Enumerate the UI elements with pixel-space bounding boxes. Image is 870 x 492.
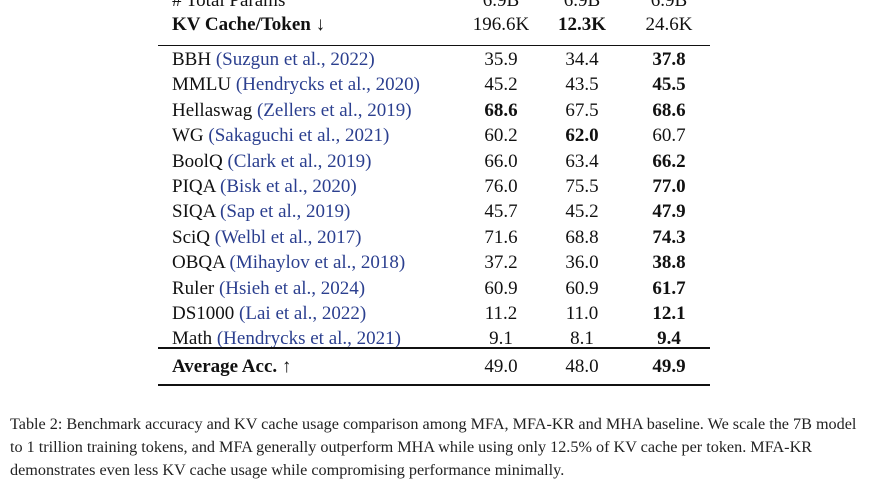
value-cell: 62.0 xyxy=(565,125,599,147)
value-cell: 60.9 xyxy=(565,277,599,299)
value-cell: 68.8 xyxy=(565,226,599,248)
table-row: Ruler (Hsieh et al., 2024) 60.9 60.9 61.7 xyxy=(158,278,710,303)
row-label: BoolQ (Clark et al., 2019) xyxy=(172,150,372,172)
table-caption: Table 2: Benchmark accuracy and KV cache… xyxy=(10,415,857,479)
table-row: BoolQ (Clark et al., 2019) 66.0 63.4 66.2 xyxy=(158,151,710,176)
value-cell: 48.0 xyxy=(565,356,599,377)
table-row: WG (Sakaguchi et al., 2021) 60.2 62.0 60.7 xyxy=(158,125,710,150)
value-cell: 12.3K xyxy=(557,14,607,35)
value-cell: 6.9B xyxy=(563,0,601,11)
citation: (Sakaguchi et al., 2021) xyxy=(208,125,390,147)
row-label: Math (Hendrycks et al., 2021) xyxy=(172,328,401,350)
value-cell: 12.1 xyxy=(652,303,686,324)
value-cell: 68.6 xyxy=(652,99,686,121)
citation: (Zellers et al., 2019) xyxy=(256,99,412,121)
average-divider xyxy=(158,347,710,349)
table-row: SIQA (Sap et al., 2019) 45.7 45.2 47.9 xyxy=(158,201,710,226)
value-cell: 63.4 xyxy=(565,150,599,172)
value-cell: 61.7 xyxy=(652,277,686,299)
table-row: PIQA (Bisk et al., 2020) 76.0 75.5 77.0 xyxy=(158,176,710,201)
value-cell: 45.2 xyxy=(484,74,518,96)
value-cell: 36.0 xyxy=(565,252,599,274)
row-label: Hellaswag (Zellers et al., 2019) xyxy=(172,99,412,121)
value-cell: 8.1 xyxy=(570,328,594,350)
row-label: SIQA (Sap et al., 2019) xyxy=(172,201,351,223)
citation: (Hsieh et al., 2024) xyxy=(218,277,366,299)
row-label: PIQA (Bisk et al., 2020) xyxy=(172,176,357,197)
table-row: Hellaswag (Zellers et al., 2019) 68.6 67.5… xyxy=(158,100,710,125)
value-cell: 68.6 xyxy=(484,99,518,121)
value-cell: 6.9B xyxy=(482,0,520,11)
header-divider xyxy=(158,45,710,46)
row-label: MMLU (Hendrycks et al., 2020) xyxy=(172,74,421,96)
value-cell: 71.6 xyxy=(484,226,518,248)
row-label: Average Acc. ↑ xyxy=(172,356,292,377)
citation: (Clark et al., 2019) xyxy=(227,150,372,172)
citation: (Bisk et al., 2020) xyxy=(220,176,357,197)
value-cell: 66.0 xyxy=(484,150,518,172)
row-label: # Total Params xyxy=(172,0,286,11)
value-cell: 9.4 xyxy=(657,328,681,350)
citation: (Sap et al., 2019) xyxy=(220,201,351,223)
citation: (Suzgun et al., 2022) xyxy=(215,49,375,70)
value-cell: 43.5 xyxy=(565,74,599,96)
value-cell: 60.7 xyxy=(652,125,686,147)
value-cell: 38.8 xyxy=(652,252,686,274)
value-cell: 74.3 xyxy=(652,226,686,248)
row-label: SciQ (Welbl et al., 2017) xyxy=(172,226,362,248)
citation: (Welbl et al., 2017) xyxy=(214,226,362,248)
table-row: OBQA (Mihaylov et al., 2018) 37.2 36.0 38.8 xyxy=(158,252,710,277)
average-row: Average Acc. ↑ 49.0 48.0 49.9 xyxy=(158,356,710,381)
citation: (Lai et al., 2022) xyxy=(239,303,367,324)
value-cell: 45.5 xyxy=(652,74,686,96)
value-cell: 67.5 xyxy=(565,99,599,121)
value-cell: 9.1 xyxy=(489,328,513,350)
value-cell: 49.0 xyxy=(484,356,518,377)
citation: (Hendrycks et al., 2021) xyxy=(216,328,401,350)
value-cell: 45.2 xyxy=(565,201,599,223)
value-cell: 37.2 xyxy=(484,252,518,274)
bottom-rule xyxy=(158,384,710,386)
row-label: BBH (Suzgun et al., 2022) xyxy=(172,49,375,70)
citation: (Mihaylov et al., 2018) xyxy=(229,252,406,274)
header-row-kv-cache: KV Cache/Token ↓ 196.6K 12.3K 24.6K xyxy=(158,14,710,39)
value-cell: 60.2 xyxy=(484,125,518,147)
row-label: Ruler (Hsieh et al., 2024) xyxy=(172,277,366,299)
table-row: BBH (Suzgun et al., 2022) 35.9 34.4 37.8 xyxy=(158,49,710,74)
value-cell: 11.2 xyxy=(484,303,518,324)
table-row: MMLU (Hendrycks et al., 2020) 45.2 43.5 45.… xyxy=(158,74,710,99)
value-cell: 37.8 xyxy=(652,49,686,70)
value-cell: 60.9 xyxy=(484,277,518,299)
value-cell: 77.0 xyxy=(652,176,686,197)
header-row-params: # Total Params 6.9B 6.9B 6.9B xyxy=(158,0,710,15)
value-cell: 6.9B xyxy=(650,0,688,11)
value-cell: 34.4 xyxy=(565,49,599,70)
citation: (Hendrycks et al., 2020) xyxy=(235,74,421,96)
value-cell: 75.5 xyxy=(565,176,599,197)
value-cell: 66.2 xyxy=(652,150,686,172)
table-row: DS1000 (Lai et al., 2022) 11.2 11.0 12.1 xyxy=(158,303,710,328)
value-cell: 196.6K xyxy=(472,14,530,35)
value-cell: 24.6K xyxy=(645,14,693,35)
row-label: WG (Sakaguchi et al., 2021) xyxy=(172,125,390,147)
row-label: DS1000 (Lai et al., 2022) xyxy=(172,303,367,324)
value-cell: 35.9 xyxy=(484,49,518,70)
table-row: Math (Hendrycks et al., 2021) 9.1 8.1 9.4 xyxy=(158,328,710,353)
value-cell: 76.0 xyxy=(484,176,518,197)
row-label: KV Cache/Token ↓ xyxy=(172,14,326,35)
row-label: OBQA (Mihaylov et al., 2018) xyxy=(172,252,406,274)
value-cell: 47.9 xyxy=(652,201,686,223)
table-row: SciQ (Welbl et al., 2017) 71.6 68.8 74.3 xyxy=(158,227,710,252)
value-cell: 45.7 xyxy=(484,201,518,223)
value-cell: 49.9 xyxy=(652,356,686,377)
value-cell: 11.0 xyxy=(565,303,599,324)
